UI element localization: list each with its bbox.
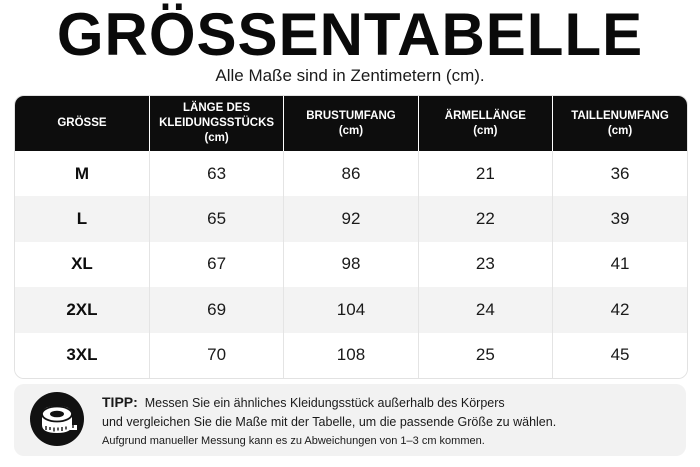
cell-waist: 45 [610,345,630,365]
cell-length: 69 [149,287,285,333]
table-row: L 65 92 22 39 [15,196,687,242]
cell-chest: 92 [283,196,419,242]
tip-line-2: und vergleichen Sie die Maße mit der Tab… [102,415,557,429]
header-unit: (cm) [204,132,229,144]
cell-length: 63 [149,151,285,197]
cell-length: 70 [149,332,285,378]
cell-size: XL [15,241,150,288]
tip-text: TIPP: Messen Sie ein ähnliches Kleidungs… [102,393,672,450]
cell-sleeve: 25 [418,332,554,378]
page-subtitle: Alle Maße sind in Zentimetern (cm). [215,66,485,85]
cell-waist: 42 [610,299,630,319]
table-row: 2XL 69 104 24 42 [15,287,687,333]
table-row: M 63 86 21 36 [15,151,687,197]
cell-waist: 39 [610,209,630,229]
cell-sleeve: 21 [418,151,554,197]
tip-box: TIPP: Messen Sie ein ähnliches Kleidungs… [14,384,686,456]
cell-length: 65 [149,196,285,242]
cell-sleeve: 24 [418,287,554,333]
cell-sleeve: 23 [418,241,554,288]
tip-label: TIPP: [102,394,138,410]
page-title: GRÖSSENTABELLE [56,1,644,68]
header-waist: TAILLENUMFANG (cm) [553,96,687,151]
size-table: GRÖSSE LÄNGE DES KLEIDUNGSSTÜCKS (cm) BRU… [14,95,688,379]
header-length: LÄNGE DES KLEIDUNGSSTÜCKS (cm) [149,96,285,151]
header-chest: BRUSTUMFANG (cm) [283,96,419,151]
cell-length: 67 [149,241,285,288]
cell-chest: 104 [283,287,419,333]
tip-note: Aufgrund manueller Messung kann es zu Ab… [102,435,485,447]
header-size: GRÖSSE [15,96,150,151]
size-table-grid: GRÖSSE LÄNGE DES KLEIDUNGSSTÜCKS (cm) BRU… [15,96,687,378]
cell-chest: 108 [283,332,419,378]
header-unit: (cm) [338,124,364,137]
header-unit: (cm) [473,124,498,137]
cell-size: 3XL [15,332,150,378]
header-sleeve: ÄRMELLÄNGE (cm) [418,96,554,151]
cell-waist: 41 [610,254,630,274]
cell-size: 2XL [15,287,150,333]
tip-line-1: Messen Sie ein ähnliches Kleidungsstück … [144,396,505,410]
cell-size: L [15,196,150,242]
measuring-tape-icon [30,392,84,446]
cell-chest: 98 [283,241,419,288]
table-header-row: GRÖSSE LÄNGE DES KLEIDUNGSSTÜCKS (cm) BRU… [15,96,687,151]
cell-waist: 36 [610,163,630,183]
header-unit: (cm) [607,124,633,137]
cell-chest: 86 [283,151,419,197]
cell-sleeve: 22 [418,196,554,242]
table-row: 3XL 70 108 25 45 [15,332,687,378]
table-row: XL 67 98 23 41 [15,241,687,288]
cell-size: M [15,151,150,197]
